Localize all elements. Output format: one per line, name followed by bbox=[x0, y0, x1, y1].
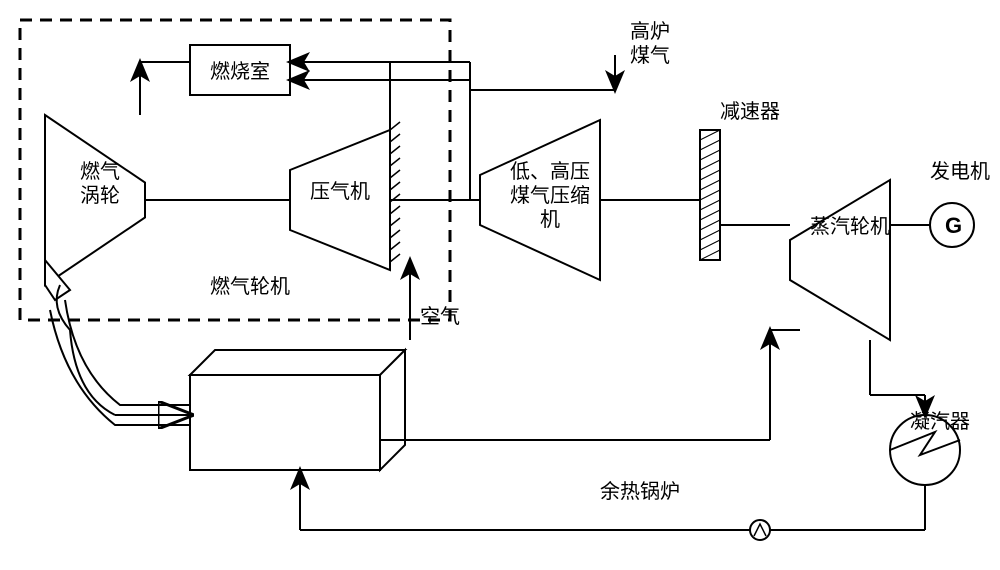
air-label: 空气 bbox=[420, 305, 460, 329]
generator_g-label: G bbox=[945, 213, 962, 239]
hrsg-label: 余热锅炉 bbox=[600, 480, 680, 504]
steam_turbine-label: 蒸汽轮机 bbox=[810, 215, 890, 239]
gas_compressor-label: 低、高压 煤气压缩 机 bbox=[510, 160, 590, 232]
gas_turbine-label: 燃气 涡轮 bbox=[80, 160, 120, 208]
combustor-label: 燃烧室 bbox=[210, 60, 270, 84]
generator_lbl-label: 发电机 bbox=[930, 160, 990, 184]
bfg_in-label: 高炉 煤气 bbox=[630, 20, 670, 68]
reducer-label: 减速器 bbox=[720, 100, 780, 124]
gas_turbine_sys-label: 燃气轮机 bbox=[210, 275, 290, 299]
compressor-label: 压气机 bbox=[310, 180, 370, 204]
condenser-label: 凝汽器 bbox=[910, 410, 970, 434]
